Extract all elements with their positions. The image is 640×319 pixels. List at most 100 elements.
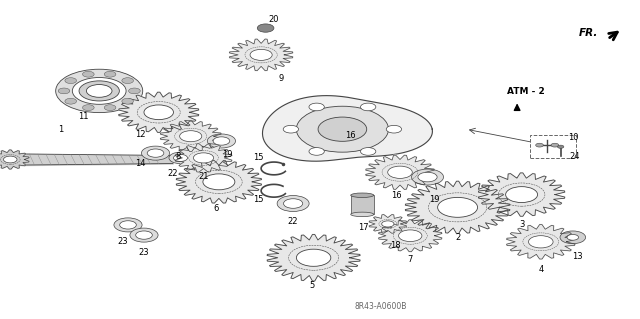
Text: 12: 12: [136, 130, 146, 139]
Text: 11: 11: [78, 112, 88, 121]
Circle shape: [120, 221, 136, 229]
Polygon shape: [175, 144, 232, 172]
Polygon shape: [365, 155, 435, 189]
Circle shape: [213, 137, 230, 145]
Text: FR.: FR.: [579, 28, 598, 39]
Circle shape: [65, 98, 77, 104]
Circle shape: [169, 152, 192, 164]
Text: 18: 18: [390, 241, 401, 250]
Circle shape: [122, 78, 134, 84]
Circle shape: [203, 174, 235, 190]
Circle shape: [65, 78, 77, 84]
Polygon shape: [229, 39, 293, 71]
Text: 19: 19: [223, 150, 233, 159]
Text: 10: 10: [568, 133, 579, 142]
Text: 8: 8: [175, 152, 180, 161]
Circle shape: [536, 143, 543, 147]
Circle shape: [418, 172, 437, 182]
Circle shape: [180, 131, 202, 142]
Polygon shape: [378, 220, 442, 252]
Text: 15: 15: [253, 153, 264, 162]
Text: 23: 23: [118, 237, 128, 246]
Text: 6: 6: [214, 204, 219, 213]
Text: 4: 4: [538, 265, 543, 274]
Circle shape: [360, 148, 376, 155]
Circle shape: [141, 146, 170, 160]
Text: 22: 22: [168, 169, 178, 178]
Circle shape: [381, 221, 394, 227]
Circle shape: [567, 234, 579, 240]
Circle shape: [193, 153, 214, 163]
Circle shape: [387, 125, 402, 133]
Circle shape: [296, 249, 331, 266]
Circle shape: [438, 197, 477, 217]
Text: 16: 16: [392, 191, 402, 200]
Circle shape: [144, 105, 173, 120]
Text: 16: 16: [346, 131, 356, 140]
Circle shape: [79, 81, 119, 101]
Text: 21: 21: [198, 172, 209, 181]
Text: 9: 9: [279, 74, 284, 83]
Text: 19: 19: [429, 195, 439, 204]
Circle shape: [129, 88, 140, 94]
Circle shape: [86, 85, 112, 97]
Text: 13: 13: [572, 252, 582, 261]
Polygon shape: [369, 215, 406, 233]
Circle shape: [309, 148, 324, 155]
Text: 20: 20: [269, 15, 279, 24]
Ellipse shape: [351, 212, 374, 217]
Circle shape: [207, 134, 236, 148]
Circle shape: [130, 228, 158, 242]
Circle shape: [173, 154, 188, 161]
Circle shape: [506, 187, 538, 203]
Circle shape: [277, 196, 309, 211]
Circle shape: [551, 143, 559, 147]
Text: ATM - 2: ATM - 2: [507, 87, 545, 96]
Text: 14: 14: [136, 159, 146, 168]
Circle shape: [283, 125, 298, 133]
Polygon shape: [507, 225, 575, 259]
Bar: [351, 195, 374, 214]
Text: 17: 17: [358, 223, 369, 232]
Text: 1: 1: [58, 125, 63, 134]
Text: 8R43-A0600B: 8R43-A0600B: [355, 302, 407, 311]
Text: 23: 23: [139, 248, 149, 257]
Circle shape: [318, 117, 367, 141]
Circle shape: [122, 98, 134, 104]
Circle shape: [388, 166, 412, 178]
Ellipse shape: [351, 193, 374, 197]
Circle shape: [360, 103, 376, 111]
Circle shape: [56, 69, 143, 113]
Circle shape: [3, 156, 17, 163]
Polygon shape: [176, 160, 262, 203]
Circle shape: [412, 169, 444, 185]
Circle shape: [104, 71, 116, 77]
Circle shape: [83, 71, 94, 77]
Polygon shape: [478, 173, 565, 216]
Polygon shape: [0, 150, 29, 169]
Circle shape: [257, 24, 274, 32]
Polygon shape: [262, 96, 433, 161]
Polygon shape: [118, 92, 199, 132]
Circle shape: [114, 218, 142, 232]
Circle shape: [399, 230, 422, 241]
Text: 3: 3: [520, 220, 525, 229]
Polygon shape: [405, 181, 510, 234]
Circle shape: [529, 236, 553, 248]
Text: 2: 2: [456, 233, 461, 242]
Circle shape: [557, 145, 564, 148]
Circle shape: [560, 231, 586, 244]
Text: 7: 7: [407, 256, 412, 264]
Circle shape: [136, 231, 152, 239]
Text: 5: 5: [310, 281, 315, 290]
Circle shape: [309, 103, 324, 111]
Circle shape: [58, 88, 70, 94]
Circle shape: [147, 149, 164, 157]
Polygon shape: [267, 234, 360, 281]
Circle shape: [250, 49, 272, 60]
Bar: [530, 135, 576, 158]
Circle shape: [72, 78, 126, 104]
Circle shape: [83, 105, 94, 110]
Text: 22: 22: [288, 217, 298, 226]
Circle shape: [296, 106, 388, 152]
